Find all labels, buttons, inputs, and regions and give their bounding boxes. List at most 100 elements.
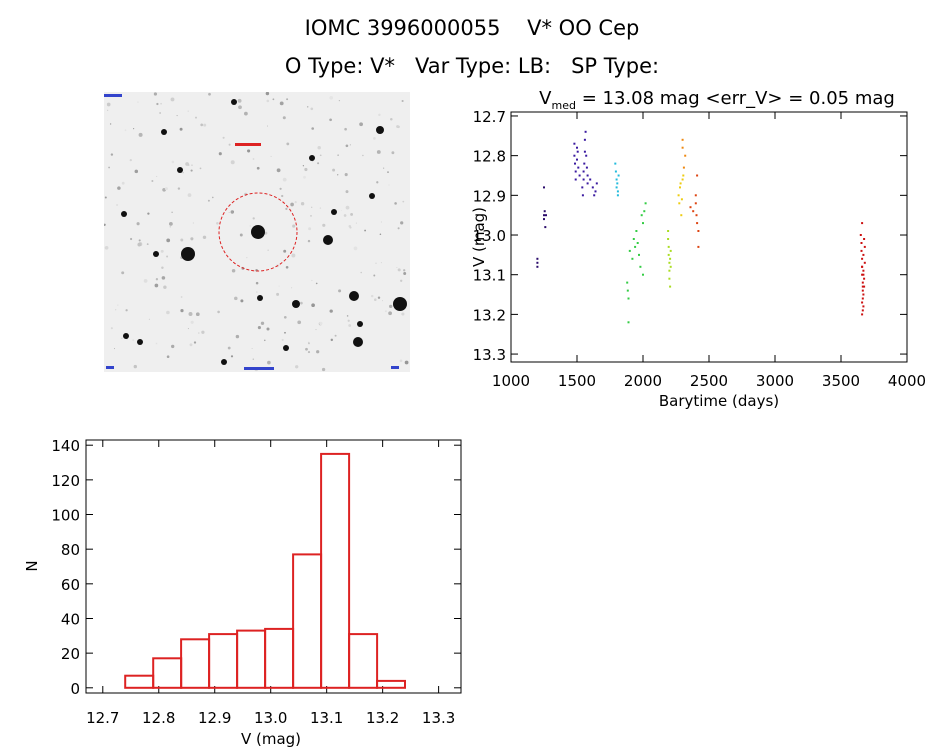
data-point bbox=[668, 261, 671, 264]
star bbox=[138, 239, 141, 242]
star bbox=[180, 238, 184, 242]
star bbox=[230, 355, 234, 358]
star bbox=[284, 331, 286, 334]
bright-star bbox=[331, 209, 337, 215]
data-point bbox=[692, 210, 695, 213]
x-tick-label: 2500 bbox=[690, 372, 728, 390]
bright-star bbox=[323, 235, 333, 245]
data-point bbox=[634, 245, 637, 248]
star bbox=[319, 207, 322, 209]
object-title: IOMC 3996000055 V* OO Cep bbox=[304, 16, 640, 40]
y-tick-label: 20 bbox=[61, 645, 80, 663]
data-point bbox=[584, 130, 587, 133]
data-point bbox=[694, 202, 697, 205]
star bbox=[315, 282, 318, 285]
star bbox=[350, 212, 354, 216]
star bbox=[153, 92, 157, 96]
star bbox=[164, 187, 168, 191]
y-tick-label: 120 bbox=[51, 472, 80, 490]
star bbox=[292, 224, 296, 228]
data-point bbox=[615, 186, 618, 189]
data-point bbox=[680, 214, 683, 217]
bright-star bbox=[353, 337, 363, 347]
star bbox=[346, 315, 349, 317]
data-point bbox=[617, 174, 620, 177]
star bbox=[359, 122, 363, 127]
data-point bbox=[677, 194, 680, 197]
star bbox=[113, 348, 116, 350]
data-point bbox=[695, 214, 698, 217]
bright-star bbox=[251, 225, 265, 239]
x-tick-label: 13.0 bbox=[254, 709, 287, 727]
data-point bbox=[644, 202, 647, 205]
data-point bbox=[861, 285, 864, 288]
star-field-image bbox=[104, 92, 410, 372]
data-point bbox=[863, 245, 866, 248]
star bbox=[270, 155, 272, 157]
star bbox=[161, 266, 164, 270]
star bbox=[190, 237, 194, 241]
star bbox=[104, 245, 109, 250]
data-point bbox=[667, 253, 670, 256]
x-tick-label: 1000 bbox=[492, 372, 530, 390]
data-point bbox=[576, 150, 579, 153]
star bbox=[311, 161, 313, 163]
star bbox=[138, 132, 143, 137]
star bbox=[228, 143, 231, 146]
star bbox=[244, 111, 248, 116]
bright-star bbox=[231, 99, 237, 105]
star bbox=[337, 174, 339, 176]
data-point bbox=[543, 218, 545, 221]
star bbox=[344, 173, 348, 177]
data-point bbox=[574, 170, 577, 173]
data-point bbox=[681, 146, 684, 149]
star bbox=[106, 102, 111, 107]
star bbox=[316, 350, 320, 354]
star bbox=[282, 177, 287, 182]
star bbox=[402, 200, 405, 203]
data-point bbox=[679, 186, 681, 189]
star bbox=[364, 229, 367, 232]
data-point bbox=[680, 198, 683, 201]
star bbox=[390, 118, 393, 121]
star bbox=[266, 327, 270, 331]
data-point bbox=[642, 273, 644, 276]
histogram-bar bbox=[208, 633, 239, 689]
x-tick-label: 13.3 bbox=[422, 709, 455, 727]
star bbox=[286, 142, 290, 146]
data-point bbox=[616, 194, 619, 197]
data-point bbox=[574, 178, 577, 181]
star bbox=[391, 151, 395, 155]
star bbox=[291, 253, 296, 258]
data-point bbox=[627, 321, 630, 324]
data-point bbox=[861, 313, 864, 316]
star bbox=[159, 112, 161, 114]
data-point bbox=[697, 230, 700, 232]
star bbox=[137, 101, 139, 103]
histogram-axes: 12.7 12.8 12.9 13.0 13.1 13.2 13.3 0 20 40 60 80 100… bbox=[51, 437, 461, 727]
data-point bbox=[862, 253, 865, 256]
star bbox=[207, 199, 210, 202]
data-point bbox=[615, 178, 618, 181]
star bbox=[344, 127, 347, 131]
star bbox=[166, 238, 171, 243]
star bbox=[374, 298, 377, 301]
data-point bbox=[639, 265, 642, 268]
y-tick-label: 13.3 bbox=[473, 346, 506, 364]
star bbox=[247, 149, 251, 153]
x-tick-label: 3000 bbox=[756, 372, 794, 390]
star bbox=[203, 123, 207, 127]
star bbox=[129, 158, 132, 162]
star bbox=[349, 226, 352, 229]
star bbox=[308, 342, 310, 345]
data-point bbox=[544, 226, 547, 229]
data-point bbox=[860, 242, 863, 244]
data-point bbox=[862, 273, 865, 276]
star bbox=[311, 127, 315, 130]
star bbox=[383, 167, 385, 169]
data-point bbox=[594, 190, 597, 193]
data-point bbox=[861, 281, 864, 284]
star bbox=[347, 319, 350, 322]
histogram-frame bbox=[85, 439, 462, 694]
y-tick-label: 12.8 bbox=[473, 148, 506, 166]
